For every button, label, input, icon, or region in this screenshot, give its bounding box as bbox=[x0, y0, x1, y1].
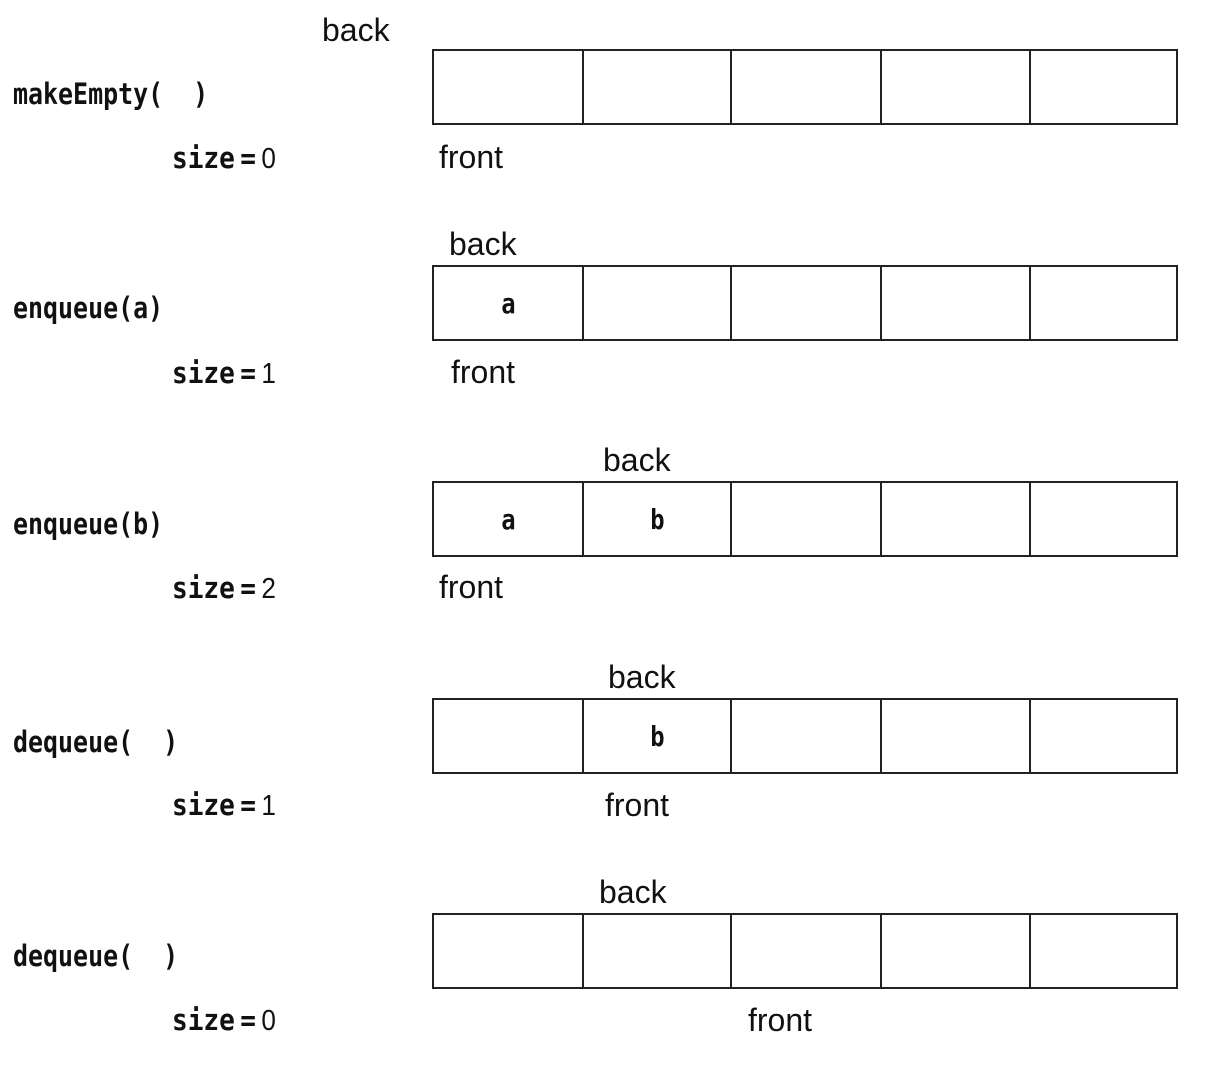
queue-array: a b bbox=[432, 481, 1178, 557]
operation-label: dequeue( ) bbox=[13, 725, 179, 759]
queue-array: b bbox=[432, 698, 1178, 774]
array-cell bbox=[434, 915, 584, 987]
array-cell bbox=[882, 483, 1031, 555]
array-cell bbox=[882, 915, 1031, 987]
array-cell bbox=[732, 700, 882, 772]
front-pointer-label: front bbox=[748, 1002, 813, 1038]
array-cell bbox=[732, 915, 882, 987]
size-indicator: size = 1 bbox=[172, 356, 276, 390]
operation-label: enqueue(b) bbox=[13, 507, 164, 541]
queue-step-dequeue-1: back dequeue( ) b size = 1 front bbox=[0, 648, 1206, 858]
queue-array: a bbox=[432, 265, 1178, 341]
array-cell bbox=[1031, 267, 1176, 339]
queue-step-enqueue-a: back enqueue(a) a size = 1 front bbox=[0, 216, 1206, 426]
operation-label: enqueue(a) bbox=[13, 291, 164, 325]
queue-step-makeempty: back makeEmpty( ) size = 0 front bbox=[0, 0, 1206, 210]
back-pointer-label: back bbox=[603, 442, 671, 478]
back-pointer-label: back bbox=[608, 659, 676, 695]
queue-step-enqueue-b: back enqueue(b) a b size = 2 front bbox=[0, 432, 1206, 642]
array-cell bbox=[732, 51, 882, 123]
back-pointer-label: back bbox=[599, 874, 667, 910]
front-pointer-label: front bbox=[439, 139, 504, 175]
array-cell bbox=[584, 267, 732, 339]
front-pointer-label: front bbox=[439, 569, 504, 605]
queue-step-dequeue-2: back dequeue( ) size = 0 front bbox=[0, 864, 1206, 1074]
array-cell bbox=[882, 51, 1031, 123]
array-cell: a bbox=[434, 483, 584, 555]
array-cell bbox=[1031, 483, 1176, 555]
size-indicator: size = 1 bbox=[172, 788, 276, 822]
array-cell bbox=[584, 51, 732, 123]
array-cell bbox=[434, 51, 584, 123]
array-cell bbox=[732, 267, 882, 339]
queue-array bbox=[432, 913, 1178, 989]
size-indicator: size = 2 bbox=[172, 571, 276, 605]
array-cell: b bbox=[584, 700, 732, 772]
back-pointer-label: back bbox=[322, 12, 390, 48]
array-cell bbox=[882, 700, 1031, 772]
size-indicator: size = 0 bbox=[172, 1003, 276, 1037]
front-pointer-label: front bbox=[451, 354, 516, 390]
array-cell bbox=[434, 700, 584, 772]
front-pointer-label: front bbox=[605, 787, 670, 823]
array-cell: a bbox=[434, 267, 584, 339]
array-cell bbox=[1031, 700, 1176, 772]
array-cell bbox=[1031, 51, 1176, 123]
array-cell: b bbox=[584, 483, 732, 555]
size-indicator: size = 0 bbox=[172, 141, 276, 175]
array-cell bbox=[1031, 915, 1176, 987]
array-cell bbox=[584, 915, 732, 987]
queue-array bbox=[432, 49, 1178, 125]
array-cell bbox=[732, 483, 882, 555]
back-pointer-label: back bbox=[449, 226, 517, 262]
operation-label: dequeue( ) bbox=[13, 939, 179, 973]
operation-label: makeEmpty( ) bbox=[13, 77, 209, 111]
array-cell bbox=[882, 267, 1031, 339]
